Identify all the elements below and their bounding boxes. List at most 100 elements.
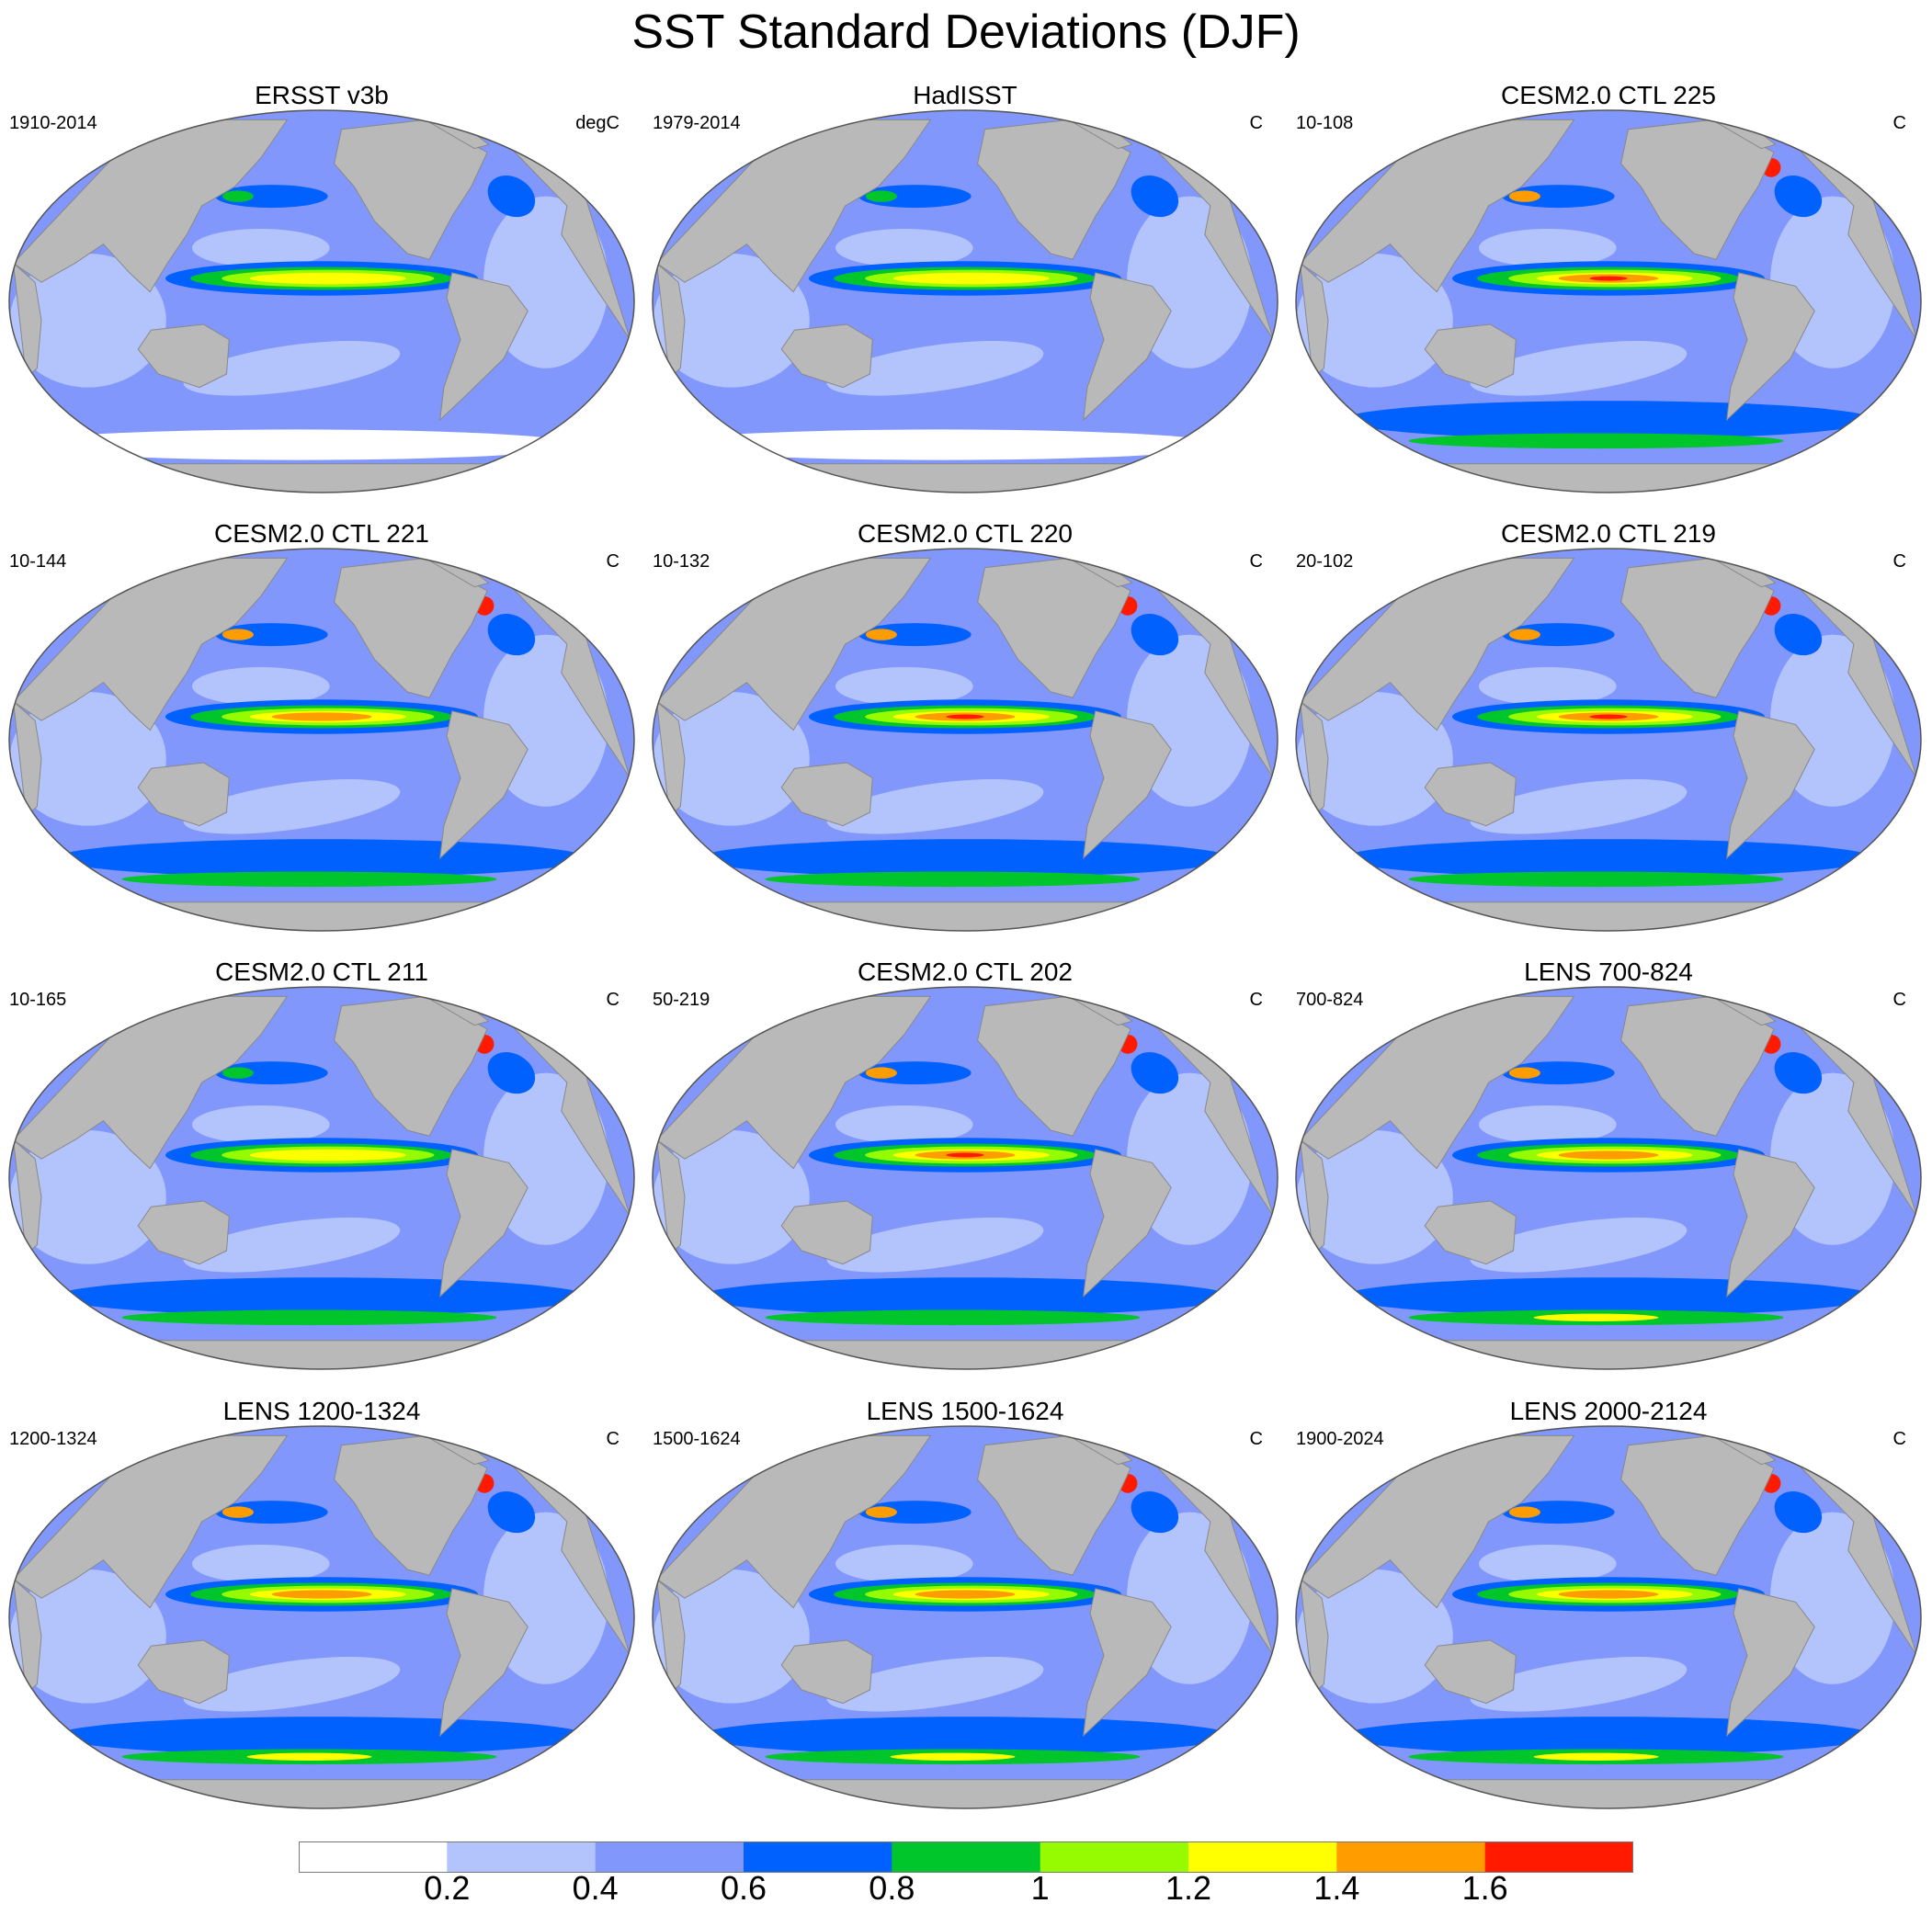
panel-units: C	[1892, 551, 1906, 572]
kuroshio-band	[858, 185, 972, 209]
sst-map	[1295, 548, 1922, 932]
panel-title: CESM2.0 CTL 211	[215, 958, 428, 986]
south-america-landmass	[1083, 272, 1172, 422]
panel-period: 10-108	[1296, 113, 1354, 133]
south-pacific-low	[1470, 1657, 1688, 1712]
north-pacific-low	[835, 1545, 973, 1583]
south-america-landmass	[1083, 710, 1172, 860]
australia-landmass	[780, 323, 873, 389]
indian-ocean-low	[1296, 692, 1453, 826]
southern-belt-strong	[699, 1277, 1231, 1316]
australia-landmass	[1424, 1639, 1517, 1705]
panel-period: 1900-2024	[1296, 1429, 1384, 1449]
asia-landmass	[1299, 1434, 1575, 1609]
southern-belt-core	[765, 1309, 1141, 1326]
map-outline	[1295, 548, 1922, 932]
colorbar-labels: 0.2 0.4 0.6 0.8 1 1.2 1.4 1.6	[0, 1869, 1932, 1915]
map-outline	[8, 109, 635, 493]
enso-tongue-core	[1589, 276, 1628, 281]
colorbar-box	[299, 1841, 448, 1873]
asia-landmass	[655, 557, 932, 731]
australia-landmass	[1424, 762, 1517, 827]
asia-landmass	[12, 119, 289, 293]
panel-units: C	[1249, 551, 1263, 572]
kuroshio-band	[858, 1501, 972, 1524]
sst-map	[8, 1425, 635, 1809]
kuroshio-band	[1502, 1501, 1615, 1524]
enso-tongue-ring3	[249, 272, 406, 285]
gulf-stream-band	[1131, 614, 1179, 656]
north-pacific-low	[1479, 667, 1617, 706]
kuroshio-core	[865, 1067, 897, 1079]
colorbar-tick-label: 0.6	[720, 1869, 767, 1907]
north-pacific-low	[835, 229, 973, 267]
southern-belt-strong	[56, 839, 587, 878]
map-outline	[8, 548, 635, 932]
south-america-landmass	[439, 1149, 528, 1298]
north-pacific-low	[191, 1545, 330, 1583]
sst-map	[652, 109, 1279, 493]
colorbar-tick-label: 1	[1030, 1869, 1050, 1907]
southern-belt-core	[1408, 433, 1784, 449]
panel-title: CESM2.0 CTL 219	[1501, 519, 1716, 548]
colorbar-tick-label: 0.2	[424, 1869, 471, 1907]
indian-ocean-low	[1296, 1569, 1453, 1704]
colorbar-tick-label: 1.4	[1313, 1869, 1360, 1907]
kuroshio-band	[215, 623, 328, 647]
map-panel: CESM2.0 CTL 221 10-144 C	[0, 519, 643, 960]
southern-belt-peak	[246, 1752, 372, 1761]
indian-ocean-low	[1296, 1130, 1453, 1264]
sst-map	[652, 548, 1279, 932]
panel-period: 10-165	[9, 990, 67, 1010]
indian-ocean-low	[653, 692, 810, 826]
map-outline	[1295, 109, 1922, 493]
south-america-landmass	[1083, 1588, 1172, 1738]
map-outline	[8, 1425, 635, 1809]
colorbar-box	[744, 1841, 892, 1873]
south-pacific-low	[826, 341, 1044, 396]
enso-tongue-core	[946, 1152, 984, 1158]
australia-landmass	[780, 1200, 873, 1265]
enso-tongue-ring4	[1558, 1590, 1659, 1599]
south-america-landmass	[1726, 272, 1815, 422]
colorbar-box	[1336, 1841, 1486, 1873]
sst-map	[652, 986, 1279, 1370]
south-america-landmass	[439, 710, 528, 860]
southern-belt-strong	[1343, 1717, 1874, 1755]
colorbar-box	[447, 1841, 597, 1873]
map-panel: CESM2.0 CTL 220 10-132 C	[643, 519, 1287, 960]
colorbar-tick-label: 0.8	[869, 1869, 915, 1907]
south-pacific-low	[1470, 341, 1688, 396]
southern-ocean-low	[16, 429, 579, 460]
gulf-stream-band	[1774, 176, 1823, 218]
kuroshio-core	[1508, 1506, 1540, 1518]
map-panel: LENS 2000-2124 1900-2024 C	[1287, 1397, 1930, 1838]
asia-landmass	[655, 995, 932, 1170]
north-pacific-low	[1479, 229, 1617, 267]
panel-period: 700-824	[1296, 990, 1364, 1010]
panel-title: LENS 2000-2124	[1509, 1397, 1708, 1425]
map-panel: CESM2.0 CTL 202 50-219 C	[643, 958, 1287, 1399]
south-pacific-low	[826, 779, 1044, 834]
panel-period: 10-132	[653, 551, 710, 572]
sst-map	[1295, 1425, 1922, 1809]
asia-landmass	[12, 995, 289, 1170]
enso-tongue-ring4	[271, 1590, 372, 1599]
kuroshio-core	[1508, 1067, 1540, 1079]
asia-landmass	[1299, 557, 1575, 731]
southern-belt-core	[121, 1309, 497, 1326]
colorbar-tick-label: 1.6	[1461, 1869, 1508, 1907]
south-america-landmass	[1726, 1149, 1815, 1298]
kuroshio-core	[1508, 190, 1540, 202]
enso-tongue-ring3	[892, 272, 1050, 285]
panel-title: HadISST	[913, 81, 1017, 109]
kuroshio-core	[865, 629, 897, 640]
panel-units: C	[606, 990, 619, 1010]
enso-tongue-ring4	[271, 712, 372, 721]
australia-landmass	[137, 1200, 230, 1265]
map-panel: ERSST v3b 1910-2014 degC	[0, 81, 643, 522]
indian-ocean-low	[653, 1569, 810, 1704]
gulf-stream-band	[1774, 1052, 1823, 1094]
colorbar-box	[1040, 1841, 1189, 1873]
colorbar-tick-label: 0.4	[572, 1869, 619, 1907]
